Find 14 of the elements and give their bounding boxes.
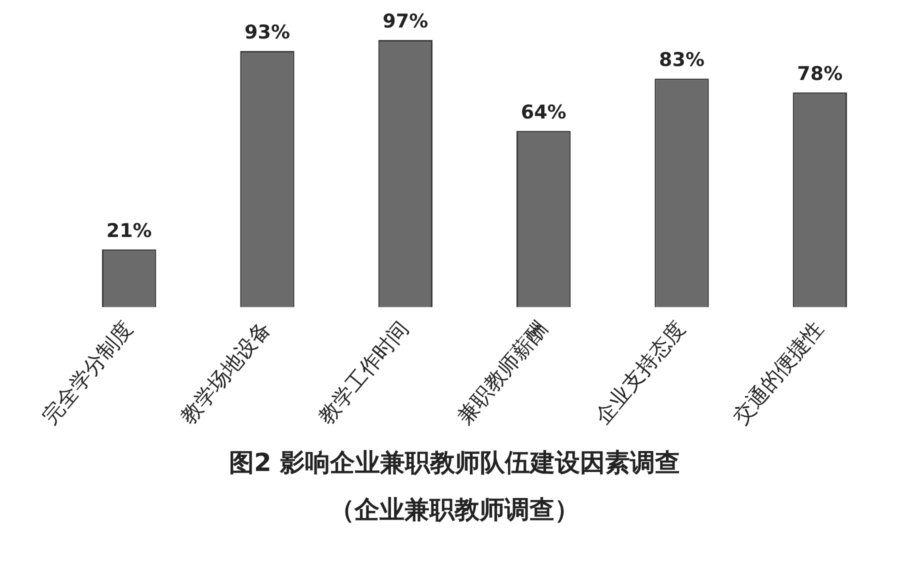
x-tick-label: 完全学分制度 [38,316,138,429]
data-label: 93% [244,21,290,44]
data-label: 78% [797,62,843,85]
x-tick-label: 教学工作时间 [314,316,414,429]
x-tick-label: 交通的便捷性 [728,316,828,429]
data-label: 21% [106,220,152,242]
data-label: 64% [520,101,566,124]
text: （企业兼职教师调查） [328,494,580,526]
x-tick-label: 教学场地设备 [176,316,276,429]
data-label: 97% [382,10,428,32]
text: 图2 影响企业兼职教师队伍建设因素调查 [228,447,682,479]
data-label: 83% [659,49,704,72]
x-tick-label: 企业支持态度 [590,316,690,429]
x-tick-label: 兼职教师薪酬 [452,316,552,429]
